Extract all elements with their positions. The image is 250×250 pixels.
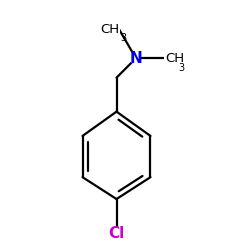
Text: Cl: Cl — [108, 226, 125, 240]
Bar — [130, 54, 141, 62]
Text: 3: 3 — [178, 62, 184, 72]
Text: CH: CH — [100, 23, 119, 36]
Text: CH: CH — [165, 52, 184, 65]
Text: N: N — [130, 51, 142, 66]
Text: 3: 3 — [120, 34, 126, 43]
Bar — [109, 227, 124, 239]
